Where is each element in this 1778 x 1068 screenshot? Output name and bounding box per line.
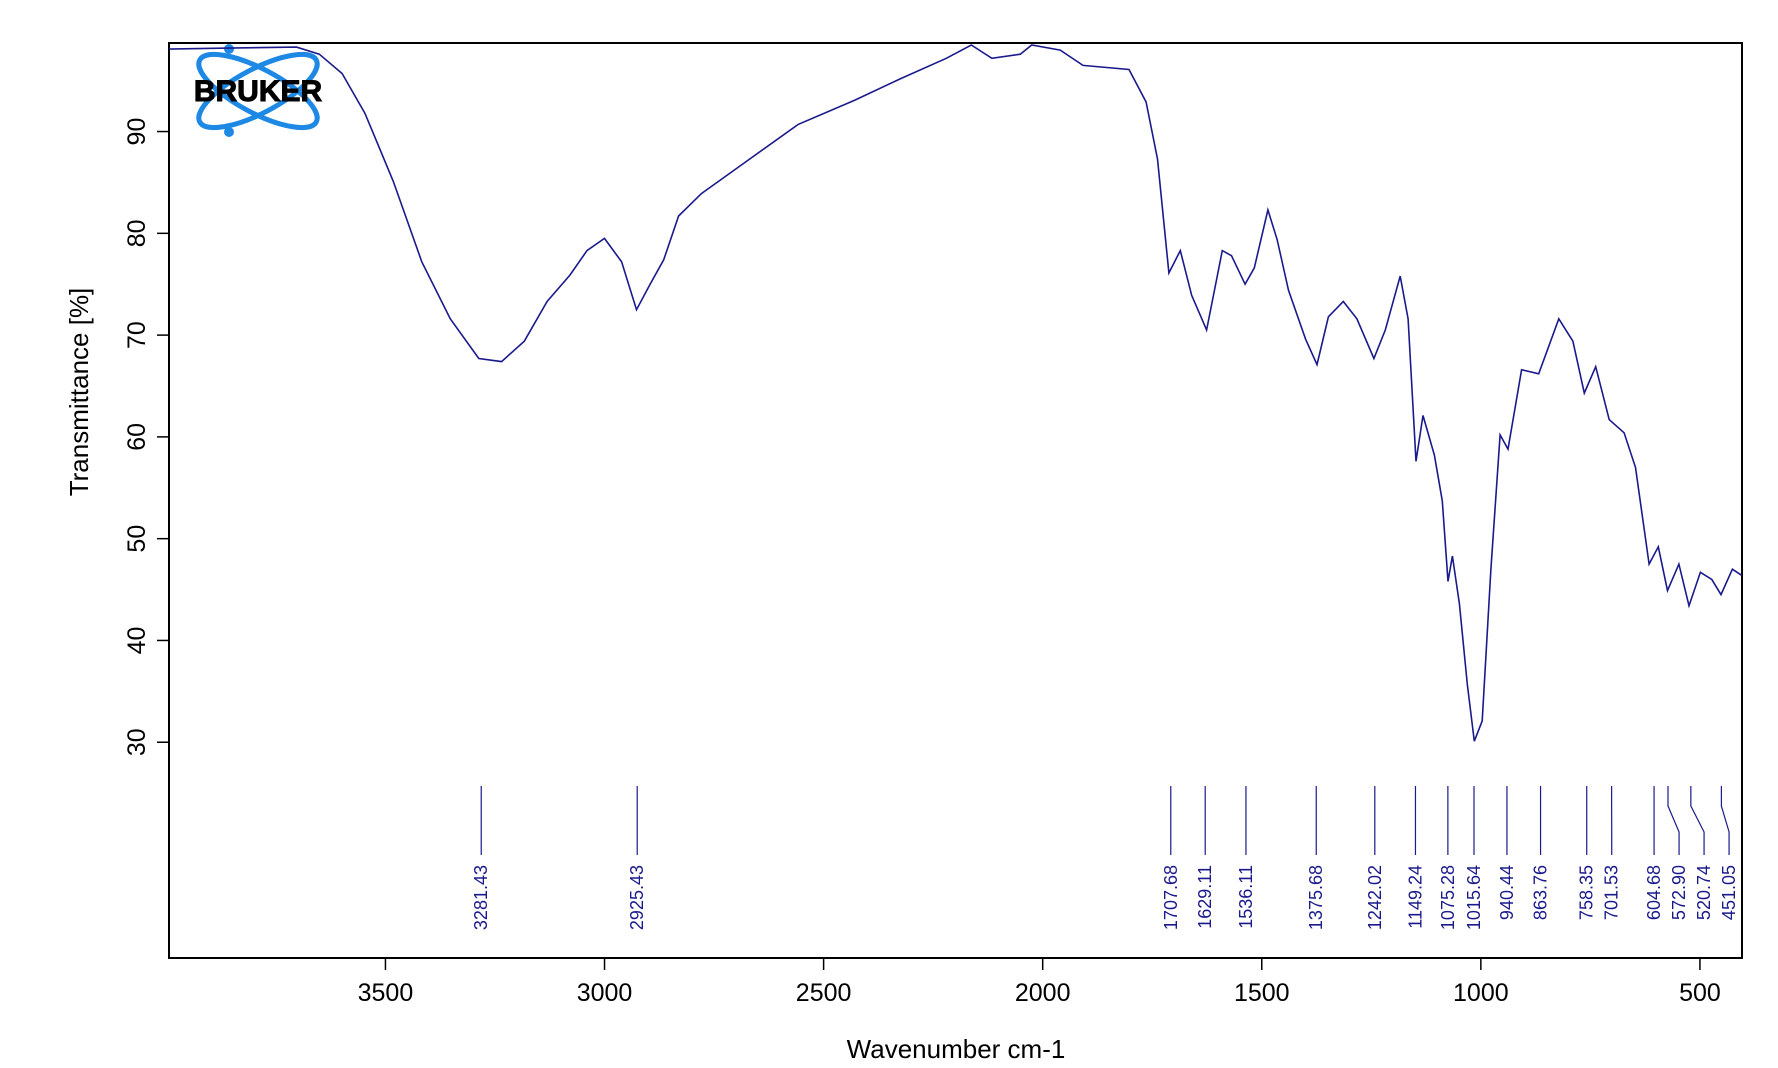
y-tick-label: 90	[123, 118, 151, 146]
logo-orbit	[196, 51, 320, 131]
x-tick-label: 1500	[1234, 979, 1290, 1007]
logo-orbit	[196, 51, 320, 131]
peak-label: 1629.11	[1195, 865, 1215, 929]
x-tick-label: 3500	[358, 979, 414, 1007]
logo: BRUKER	[193, 44, 323, 137]
peak-label: 1075.28	[1438, 865, 1458, 930]
x-axis-title: Wavenumber cm-1	[847, 1034, 1066, 1064]
peak-label: 1242.02	[1365, 865, 1385, 930]
y-tick-label: 70	[123, 321, 151, 349]
peak-label: 451.05	[1719, 865, 1739, 920]
x-tick-label: 3000	[577, 979, 633, 1007]
logo-dot	[224, 44, 234, 54]
peak-label: 572.90	[1669, 865, 1689, 920]
y-tick-label: 60	[123, 423, 151, 451]
peak-label: 701.53	[1602, 865, 1622, 920]
peak-label: 604.68	[1644, 865, 1664, 920]
logo-text: BRUKER	[194, 75, 323, 108]
y-tick-label: 40	[123, 627, 151, 655]
y-tick-label: 50	[123, 525, 151, 553]
x-tick-label: 1000	[1453, 979, 1509, 1007]
peak-label: 1149.24	[1405, 865, 1425, 929]
peak-label: 1015.64	[1464, 865, 1484, 930]
peak-line	[1720, 786, 1730, 855]
plot-frame	[168, 42, 1743, 959]
spectrum-line	[168, 44, 1743, 742]
peak-line	[1690, 786, 1705, 855]
peak-label: 520.74	[1694, 865, 1714, 920]
y-tick-label: 30	[123, 728, 151, 756]
y-tick-label: 80	[123, 219, 151, 247]
x-tick-label: 2500	[796, 979, 852, 1007]
y-axis-title: Transmittance [%]	[64, 288, 94, 497]
peak-line	[1667, 786, 1680, 855]
peak-label: 863.76	[1531, 865, 1551, 920]
peak-label: 1375.68	[1306, 865, 1326, 930]
peak-label: 1707.68	[1161, 865, 1181, 930]
peak-label: 940.44	[1497, 865, 1517, 920]
x-tick-label: 2000	[1015, 979, 1071, 1007]
peak-label: 2925.43	[627, 865, 647, 930]
logo-dot	[224, 127, 234, 137]
peak-label: 758.35	[1577, 865, 1597, 920]
peak-label: 3281.43	[471, 865, 491, 930]
x-tick-label: 500	[1679, 979, 1721, 1007]
peak-label: 1536.11	[1236, 865, 1256, 929]
